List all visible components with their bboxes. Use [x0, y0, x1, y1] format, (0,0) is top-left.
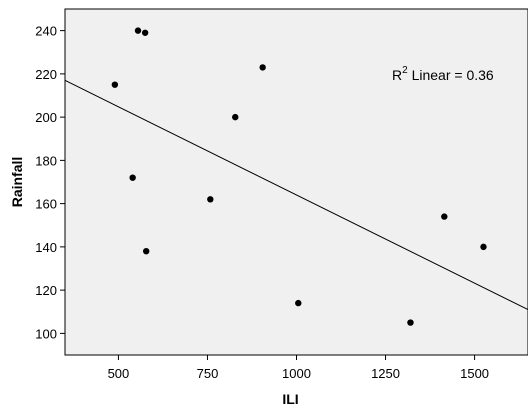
- data-point: [111, 81, 119, 88]
- r2-superscript: 2: [402, 65, 408, 76]
- x-tick-label: 500: [108, 366, 130, 381]
- y-tick-label: 240: [35, 24, 57, 39]
- x-tick-label: 1250: [371, 366, 400, 381]
- data-point: [129, 174, 136, 181]
- x-tick-label: 1500: [460, 366, 489, 381]
- y-axis-title: Rainfall: [9, 157, 25, 208]
- data-point: [232, 113, 239, 121]
- data-point: [407, 319, 414, 326]
- data-point: [259, 64, 266, 71]
- data-points: [111, 27, 487, 326]
- r2-prefix: R: [392, 67, 402, 83]
- r2-text: Linear = 0.36: [408, 67, 494, 83]
- data-point: [441, 213, 448, 220]
- y-axis-ticks: 100 120 140 160 180 200 220 240: [35, 24, 65, 341]
- y-tick-label: 140: [35, 240, 57, 255]
- x-tick-label: 750: [197, 366, 219, 381]
- data-point: [480, 243, 487, 251]
- regression-line: [64, 79, 528, 311]
- plot-area: [64, 8, 528, 356]
- y-tick-label: 120: [35, 283, 57, 298]
- y-tick-label: 180: [35, 153, 57, 168]
- data-point: [295, 299, 302, 307]
- y-tick-label: 220: [35, 67, 57, 82]
- x-axis-title: ILI: [282, 391, 298, 407]
- x-tick-label: 1000: [282, 366, 311, 381]
- y-tick-label: 200: [35, 110, 57, 125]
- data-point: [143, 248, 150, 255]
- y-tick-label: 100: [35, 326, 57, 341]
- data-point: [207, 196, 214, 203]
- y-tick-label: 160: [35, 197, 57, 212]
- data-point: [141, 29, 149, 36]
- x-axis-ticks: 500 750 1000 1250 1500: [108, 355, 489, 381]
- data-point: [134, 27, 142, 34]
- r2-annotation: R2 Linear = 0.36: [392, 65, 494, 83]
